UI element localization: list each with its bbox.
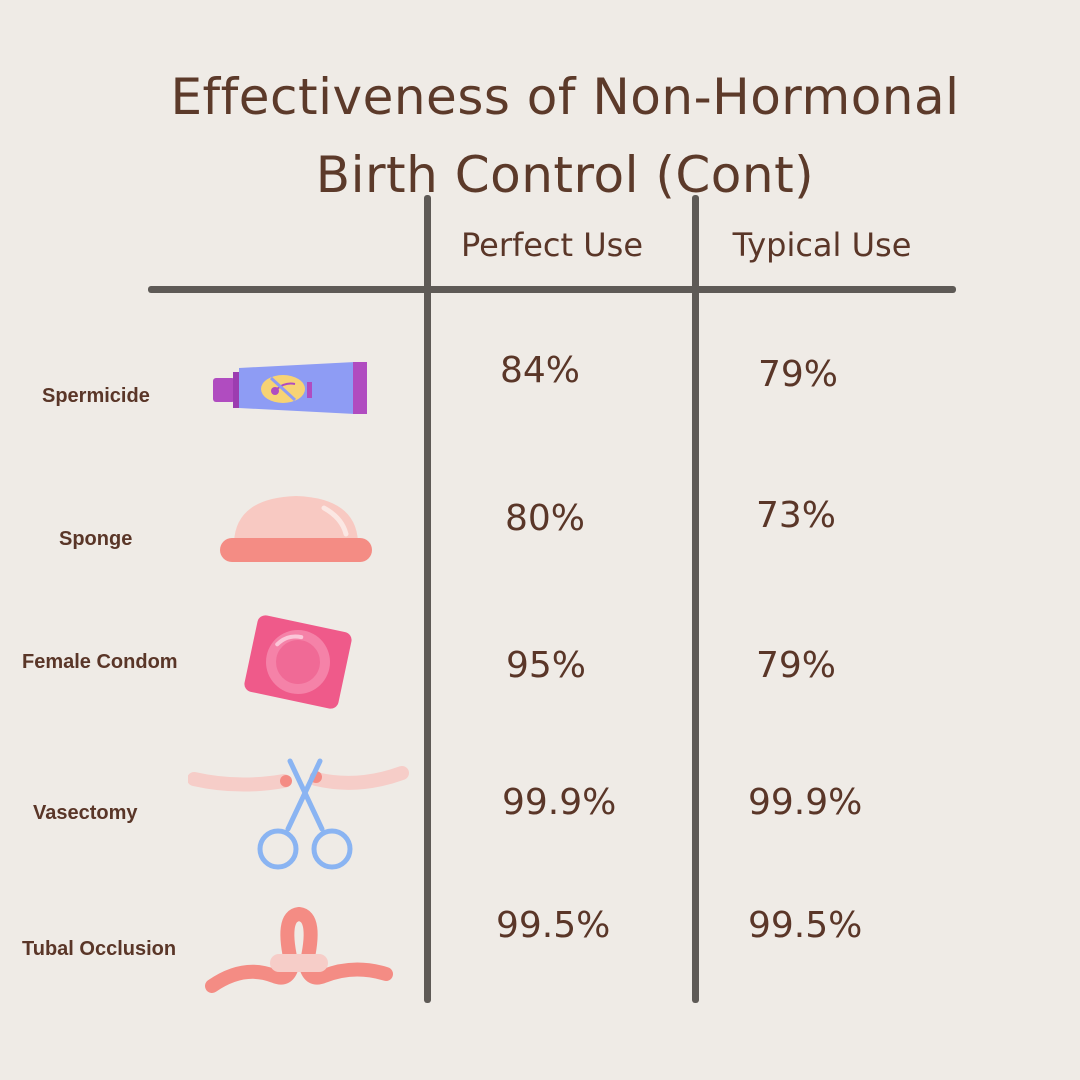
row-value-perfect-female-condom: 95% bbox=[506, 645, 587, 686]
row-value-typical-sponge: 73% bbox=[756, 495, 837, 536]
row-value-perfect-spermicide: 84% bbox=[500, 350, 581, 391]
row-value-perfect-sponge: 80% bbox=[505, 498, 586, 539]
row-label-female-condom: Female Condom bbox=[22, 651, 178, 673]
female-condom-icon bbox=[244, 615, 352, 709]
table-header-divider bbox=[148, 286, 956, 293]
row-label-sponge: Sponge bbox=[59, 528, 133, 550]
table-column-divider-1 bbox=[424, 195, 431, 1003]
page-title: Effectiveness of Non-Hormonal Birth Cont… bbox=[90, 58, 1040, 214]
title-line-2: Birth Control (Cont) bbox=[315, 146, 815, 204]
tube-loop-icon bbox=[205, 906, 393, 993]
title-line-1: Effectiveness of Non-Hormonal bbox=[170, 68, 960, 126]
sponge-icon bbox=[220, 496, 372, 562]
row-value-perfect-tubal-occlusion: 99.5% bbox=[496, 905, 611, 946]
column-header-perfect-use: Perfect Use bbox=[460, 226, 644, 264]
row-value-typical-female-condom: 79% bbox=[756, 645, 837, 686]
column-header-typical-use: Typical Use bbox=[732, 226, 912, 264]
row-label-spermicide: Spermicide bbox=[42, 385, 150, 407]
row-value-typical-tubal-occlusion: 99.5% bbox=[748, 905, 863, 946]
table-column-divider-2 bbox=[692, 195, 699, 1003]
row-value-typical-spermicide: 79% bbox=[758, 354, 839, 395]
row-label-vasectomy: Vasectomy bbox=[33, 802, 138, 824]
row-label-tubal-occlusion: Tubal Occlusion bbox=[22, 938, 177, 960]
row-value-typical-vasectomy: 99.9% bbox=[748, 782, 863, 823]
row-value-perfect-vasectomy: 99.9% bbox=[502, 782, 617, 823]
spermicide-tube-icon bbox=[213, 362, 367, 414]
scissors-icon bbox=[188, 758, 409, 870]
